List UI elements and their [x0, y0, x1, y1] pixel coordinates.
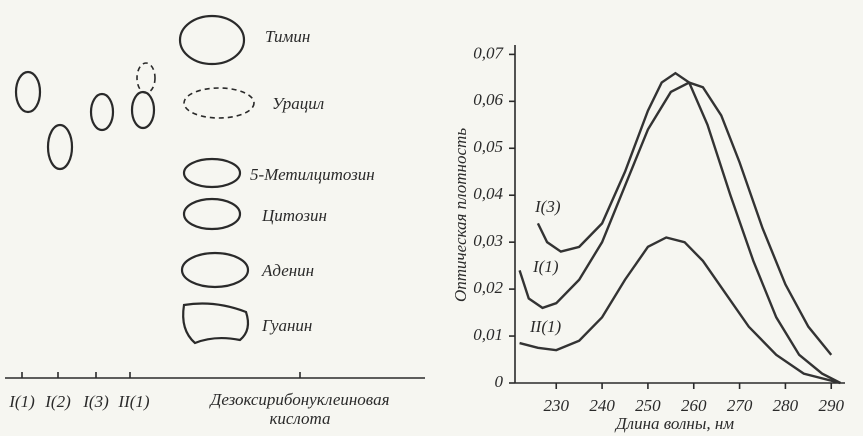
x-tick-label: 240 [589, 396, 615, 415]
spot [183, 87, 255, 119]
y-tick-label: 0,06 [473, 90, 503, 109]
lane-label: I(1) [8, 392, 35, 411]
x-tick-label: 260 [681, 396, 707, 415]
spot [182, 157, 242, 189]
lane-label: Дезоксирибонуклеиновая [209, 390, 390, 409]
spot [14, 70, 42, 114]
spot-label: Цитозин [261, 206, 327, 225]
chromatogram: Тимин Урацил 5-Метилцитозин Цитозин Аден… [5, 14, 425, 428]
spot-label: Урацил [272, 94, 324, 113]
spot-label: 5-Метилцитозин [250, 165, 375, 184]
x-tick-label: 270 [727, 396, 753, 415]
series-label: I(3) [534, 197, 561, 216]
x-tick-label: 290 [819, 396, 845, 415]
spot [180, 251, 250, 289]
spot-label: Аденин [261, 261, 314, 280]
series-line [518, 81, 833, 356]
x-axis-label: Длина волны, нм [614, 414, 734, 433]
y-tick-label: 0,05 [473, 137, 503, 156]
y-tick-label: 0,01 [473, 325, 503, 344]
lane-label: кислота [269, 409, 330, 428]
spot [136, 62, 156, 94]
lane-label: I(2) [44, 392, 71, 411]
series-label: II(1) [529, 317, 561, 336]
spot [182, 197, 242, 231]
spot [178, 14, 246, 66]
y-tick-label: 0,03 [473, 231, 503, 250]
series-line [519, 236, 841, 385]
spot-label: Тимин [265, 27, 310, 46]
spot [130, 90, 156, 130]
spot-label: Гуанин [261, 316, 312, 335]
y-tick-label: 0,04 [473, 184, 503, 203]
x-tick-label: 250 [635, 396, 661, 415]
spot [89, 92, 115, 132]
y-axis-label: Оптическая плотность [451, 128, 470, 302]
y-tick-label: 0,07 [473, 43, 504, 62]
y-tick-label: 0,02 [473, 278, 503, 297]
x-tick-label: 230 [544, 396, 570, 415]
spot [46, 123, 74, 171]
y-tick-label: 0 [495, 372, 504, 391]
lane-label: I(3) [82, 392, 109, 411]
series-line [536, 71, 841, 385]
x-tick-label: 280 [773, 396, 799, 415]
series-label: I(1) [532, 257, 559, 276]
lane-label: II(1) [117, 392, 149, 411]
spot [182, 302, 250, 345]
